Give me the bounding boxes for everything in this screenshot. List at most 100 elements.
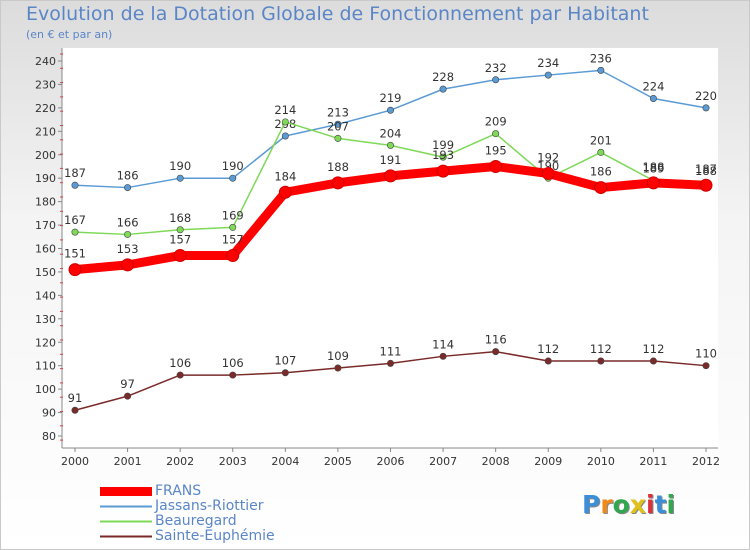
data-label-frans: 184 — [274, 169, 296, 183]
logo-letter: r — [600, 490, 613, 519]
y-tick-label: 220 — [35, 102, 56, 115]
data-label-jassans-riottier: 187 — [64, 166, 86, 180]
logo-letter: x — [629, 490, 646, 519]
data-point-beauregard — [597, 148, 605, 156]
x-tick-label: 2006 — [377, 455, 405, 468]
data-point-frans — [594, 181, 608, 195]
y-tick-label: 160 — [35, 243, 56, 256]
data-point-frans — [489, 159, 503, 173]
data-label-beauregard: 204 — [380, 126, 402, 140]
data-label-frans: 193 — [432, 148, 454, 162]
x-tick-label: 2007 — [429, 455, 457, 468]
data-label-frans: 151 — [64, 247, 86, 261]
x-tick-label: 2000 — [61, 455, 89, 468]
data-label-beauregard: 167 — [64, 213, 86, 227]
logo-letter: t — [654, 490, 667, 519]
data-point-jassans-riottier — [702, 104, 710, 112]
data-label-sainte-euphemie: 91 — [68, 391, 83, 405]
legend-item-sainte-euphemie: Sainte-Euphémie — [100, 529, 275, 544]
data-point-sainte-euphemie — [439, 352, 447, 360]
x-tick-label: 2004 — [271, 455, 299, 468]
data-point-sainte-euphemie — [386, 359, 394, 367]
data-point-beauregard — [386, 141, 394, 149]
logo-letter: o — [612, 490, 630, 519]
data-label-sainte-euphemie: 109 — [327, 349, 349, 363]
legend-item-jassans-riottier: Jassans-Riottier — [100, 499, 275, 514]
y-tick-label: 200 — [35, 149, 56, 162]
data-label-beauregard: 188 — [695, 164, 717, 178]
data-label-jassans-riottier: 219 — [380, 91, 402, 105]
data-label-jassans-riottier: 186 — [117, 169, 139, 183]
data-label-jassans-riottier: 190 — [222, 159, 244, 173]
data-point-sainte-euphemie — [649, 357, 657, 365]
data-label-sainte-euphemie: 114 — [432, 337, 454, 351]
logo-letter: i — [646, 490, 655, 519]
data-point-frans — [173, 249, 187, 263]
data-point-beauregard — [439, 153, 447, 161]
x-tick-label: 2011 — [639, 455, 667, 468]
data-label-frans: 192 — [537, 151, 559, 165]
data-point-jassans-riottier — [597, 66, 605, 74]
x-tick-label: 2009 — [534, 455, 562, 468]
data-point-frans — [226, 249, 240, 263]
data-label-beauregard: 214 — [274, 103, 296, 117]
x-tick-label: 2012 — [692, 455, 720, 468]
logo-letter: i — [666, 490, 676, 519]
data-label-jassans-riottier: 228 — [432, 70, 454, 84]
data-point-jassans-riottier — [334, 120, 342, 128]
data-label-beauregard: 169 — [222, 208, 244, 222]
x-tick-label: 2001 — [114, 455, 142, 468]
data-label-beauregard: 209 — [485, 115, 507, 129]
legend-swatch-sainte-euphemie — [100, 535, 152, 538]
x-tick-label: 2005 — [324, 455, 352, 468]
legend-swatch-frans — [100, 487, 152, 496]
data-point-sainte-euphemie — [124, 392, 132, 400]
data-label-jassans-riottier: 224 — [642, 80, 664, 94]
y-tick-label: 140 — [35, 289, 56, 302]
data-point-beauregard — [124, 230, 132, 238]
y-tick-label: 130 — [35, 313, 56, 326]
data-point-jassans-riottier — [229, 174, 237, 182]
y-tick-label: 110 — [35, 360, 56, 373]
data-point-sainte-euphemie — [334, 364, 342, 372]
data-point-sainte-euphemie — [544, 357, 552, 365]
data-label-jassans-riottier: 236 — [590, 51, 612, 65]
data-label-frans: 186 — [590, 165, 612, 179]
legend-item-beauregard: Beauregard — [100, 514, 275, 529]
data-point-frans — [121, 258, 135, 272]
data-point-sainte-euphemie — [597, 357, 605, 365]
data-point-sainte-euphemie — [702, 362, 710, 370]
data-label-beauregard: 201 — [590, 133, 612, 147]
data-point-jassans-riottier — [649, 95, 657, 103]
data-point-jassans-riottier — [544, 71, 552, 79]
data-label-sainte-euphemie: 112 — [642, 342, 664, 356]
plot-area — [62, 48, 718, 448]
data-label-jassans-riottier: 220 — [695, 89, 717, 103]
data-point-jassans-riottier — [281, 132, 289, 140]
data-label-beauregard: 168 — [169, 211, 191, 225]
legend-label-frans: FRANS — [155, 483, 202, 499]
data-point-frans — [646, 176, 660, 190]
data-label-sainte-euphemie: 111 — [380, 344, 402, 358]
legend-label-jassans-riottier: Jassans-Riottier — [155, 498, 264, 514]
chart-subtitle: (en € et par an) — [26, 28, 113, 41]
legend-swatch-jassans-riottier — [100, 505, 152, 508]
line-chart: 8090100110120130140150160170180190200210… — [35, 48, 720, 468]
data-label-beauregard: 166 — [117, 215, 139, 229]
data-point-frans — [68, 263, 82, 277]
data-point-jassans-riottier — [176, 174, 184, 182]
x-tick-label: 2003 — [219, 455, 247, 468]
chart-title: Evolution de la Dotation Globale de Fonc… — [26, 3, 649, 25]
legend-label-beauregard: Beauregard — [155, 513, 237, 529]
data-point-jassans-riottier — [439, 85, 447, 93]
y-tick-label: 80 — [42, 430, 56, 443]
data-label-sainte-euphemie: 112 — [537, 342, 559, 356]
y-tick-label: 120 — [35, 336, 56, 349]
data-label-sainte-euphemie: 107 — [274, 354, 296, 368]
data-point-sainte-euphemie — [229, 371, 237, 379]
data-point-beauregard — [229, 223, 237, 231]
legend-swatch-beauregard — [100, 520, 152, 523]
data-point-jassans-riottier — [71, 181, 79, 189]
x-tick-label: 2002 — [166, 455, 194, 468]
data-label-frans: 191 — [380, 153, 402, 167]
